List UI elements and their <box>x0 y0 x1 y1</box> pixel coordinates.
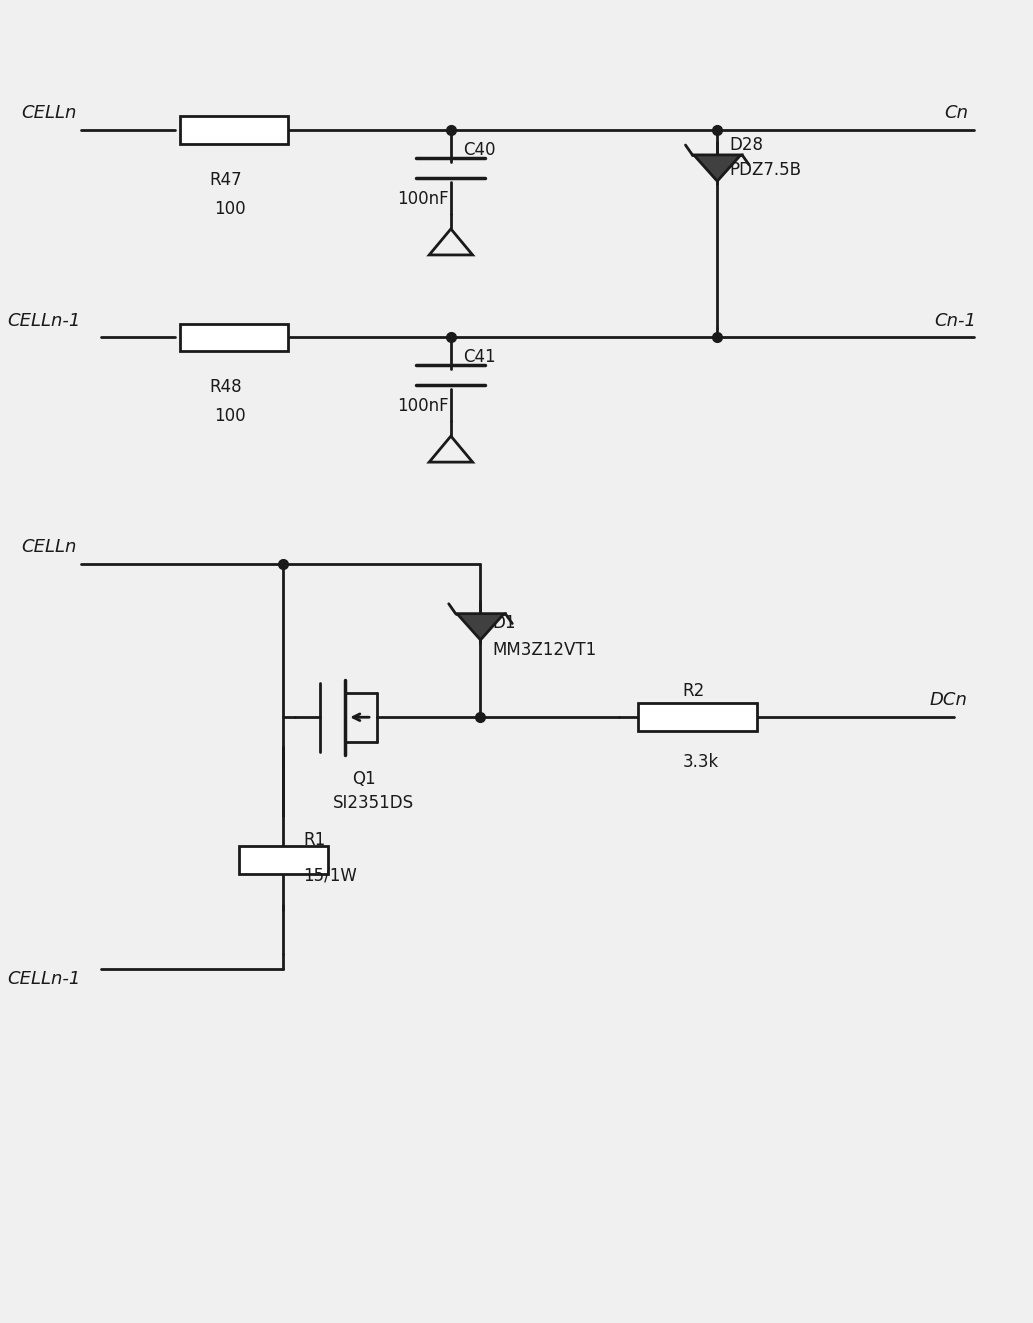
Text: DCn: DCn <box>930 692 967 709</box>
Text: CELLn: CELLn <box>22 538 77 557</box>
Text: D28: D28 <box>729 136 763 153</box>
Text: CELLn-1: CELLn-1 <box>7 312 81 329</box>
Text: PDZ7.5B: PDZ7.5B <box>729 160 802 179</box>
Bar <box>638 704 757 732</box>
Bar <box>239 847 327 875</box>
Text: C40: C40 <box>463 142 495 159</box>
Text: 100: 100 <box>214 407 246 425</box>
Text: Cn-1: Cn-1 <box>934 312 976 329</box>
Text: MM3Z12VT1: MM3Z12VT1 <box>493 642 597 659</box>
Bar <box>180 324 288 351</box>
Text: CELLn-1: CELLn-1 <box>7 970 81 987</box>
Text: R2: R2 <box>683 681 705 700</box>
Text: 15/1W: 15/1W <box>303 867 356 884</box>
Text: R47: R47 <box>210 171 242 188</box>
Text: R48: R48 <box>210 377 242 396</box>
Text: D1: D1 <box>493 614 515 632</box>
Text: R1: R1 <box>303 831 325 849</box>
Text: Q1: Q1 <box>352 770 376 789</box>
Bar <box>180 116 288 144</box>
Text: 100nF: 100nF <box>397 191 448 208</box>
Polygon shape <box>694 155 741 181</box>
Text: 3.3k: 3.3k <box>683 753 719 770</box>
Text: Cn: Cn <box>944 105 968 123</box>
Text: CELLn: CELLn <box>22 105 77 123</box>
Text: SI2351DS: SI2351DS <box>333 794 413 812</box>
Text: C41: C41 <box>463 348 496 366</box>
Text: 100: 100 <box>214 200 246 218</box>
Polygon shape <box>457 614 504 640</box>
Text: 100nF: 100nF <box>397 397 448 415</box>
